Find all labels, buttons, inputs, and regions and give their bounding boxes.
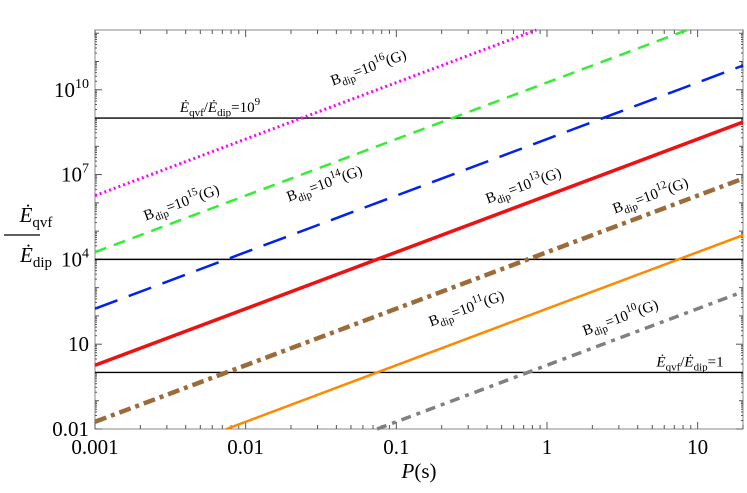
label-sub: dip — [439, 313, 457, 329]
y-tick-label: 10 — [68, 332, 89, 356]
y-tick-exponent: 7 — [82, 162, 89, 177]
label-exp: 15 — [185, 185, 200, 200]
label-sub: dip — [495, 190, 513, 206]
label-slash: / — [680, 354, 685, 370]
label-exp: 11 — [470, 292, 484, 307]
label-eq: =10 — [164, 193, 192, 216]
series-line-b12 — [94, 176, 744, 424]
x-tick-label: 0.001 — [71, 435, 118, 459]
series-line-b14 — [94, 64, 744, 310]
label-exp: 9 — [255, 96, 261, 108]
label-slash: / — [204, 100, 209, 116]
x-tick-label: 0.1 — [383, 435, 409, 459]
y-label-e: Ė — [19, 203, 33, 227]
series-label: Bdip=1012(G) — [609, 171, 691, 220]
label-sub: dip — [592, 322, 610, 338]
x-axis-label-unit: (s) — [414, 459, 436, 483]
label-unit: (G) — [340, 163, 365, 185]
label-unit: (G) — [197, 182, 222, 204]
y-tick-base: 10 — [68, 332, 89, 356]
label-unit: (G) — [636, 297, 661, 319]
label-sub: dip — [153, 207, 171, 223]
series-line-b15 — [94, 28, 688, 254]
label-unit: (G) — [384, 47, 409, 69]
y-tick-exponent: 10 — [75, 77, 89, 92]
label-eq: =10 — [351, 58, 379, 81]
x-axis-label-var: P — [401, 459, 415, 483]
series-label: Bdip=1015(G) — [140, 178, 222, 227]
label-eq: =1 — [708, 354, 724, 370]
label-exp: 10 — [624, 300, 639, 315]
label-eq: =10 — [603, 308, 631, 331]
label-sub: dip — [217, 107, 232, 119]
y-tick-label: 0.01 — [52, 417, 89, 441]
y-tick-label: 104 — [61, 246, 89, 271]
label-unit: (G) — [481, 288, 506, 310]
y-tick-exponent: 4 — [82, 246, 89, 261]
label-e-dot: Ė — [683, 354, 693, 370]
label-eq: =10 — [231, 100, 254, 116]
y-label-sub: dip — [33, 255, 52, 271]
label-exp: 14 — [328, 166, 343, 181]
plot-frame — [94, 29, 744, 430]
y-label-e: Ė — [19, 243, 33, 267]
series-line-b16 — [94, 28, 537, 198]
series-line-b13 — [94, 120, 744, 367]
label-unit: (G) — [666, 175, 691, 197]
reference-line-label: Ėqvf/Ėdip=109 — [179, 96, 261, 119]
y-axis-label-denominator: Ėdip — [19, 243, 52, 271]
label-e-dot: Ė — [207, 100, 217, 116]
y-tick-base: 10 — [54, 78, 75, 102]
series-label: Bdip=1010(G) — [579, 293, 661, 342]
label-sub: dip — [296, 188, 314, 204]
label-e-dot: Ė — [655, 354, 665, 370]
x-tick-label: 0.01 — [227, 435, 264, 459]
y-tick-base: 0.01 — [52, 417, 89, 441]
y-tick-base: 10 — [61, 163, 82, 187]
label-sub: dip — [340, 72, 358, 88]
series-label: Bdip=1016(G) — [327, 43, 409, 92]
label-sub: dip — [694, 361, 709, 373]
label-sub: qvf — [666, 361, 681, 373]
label-sub: dip — [622, 200, 640, 216]
y-tick-base: 10 — [61, 247, 82, 271]
x-axis-label: P(s) — [401, 459, 437, 483]
y-axis-label-numerator: Ėqvf — [19, 203, 53, 231]
y-tick-label: 107 — [61, 162, 89, 187]
x-tick-label: 10 — [687, 435, 708, 459]
y-tick-label: 1010 — [54, 77, 89, 102]
label-exp: 12 — [654, 179, 668, 194]
series-line-b11 — [225, 233, 744, 431]
label-exp: 13 — [527, 168, 542, 183]
series-label: Bdip=1011(G) — [425, 284, 507, 333]
label-eq: =10 — [449, 299, 477, 322]
label-exp: 16 — [372, 50, 387, 65]
label-unit: (G) — [539, 165, 564, 187]
label-sub: qvf — [189, 107, 204, 119]
reference-line-label: Ėqvf/Ėdip=1 — [655, 354, 723, 373]
label-e-dot: Ė — [179, 100, 189, 116]
y-label-sub: qvf — [32, 215, 52, 231]
x-tick-label: 1 — [542, 435, 553, 459]
label-eq: =10 — [506, 176, 534, 199]
label-eq: =10 — [633, 186, 661, 209]
label-eq: =10 — [307, 174, 335, 197]
